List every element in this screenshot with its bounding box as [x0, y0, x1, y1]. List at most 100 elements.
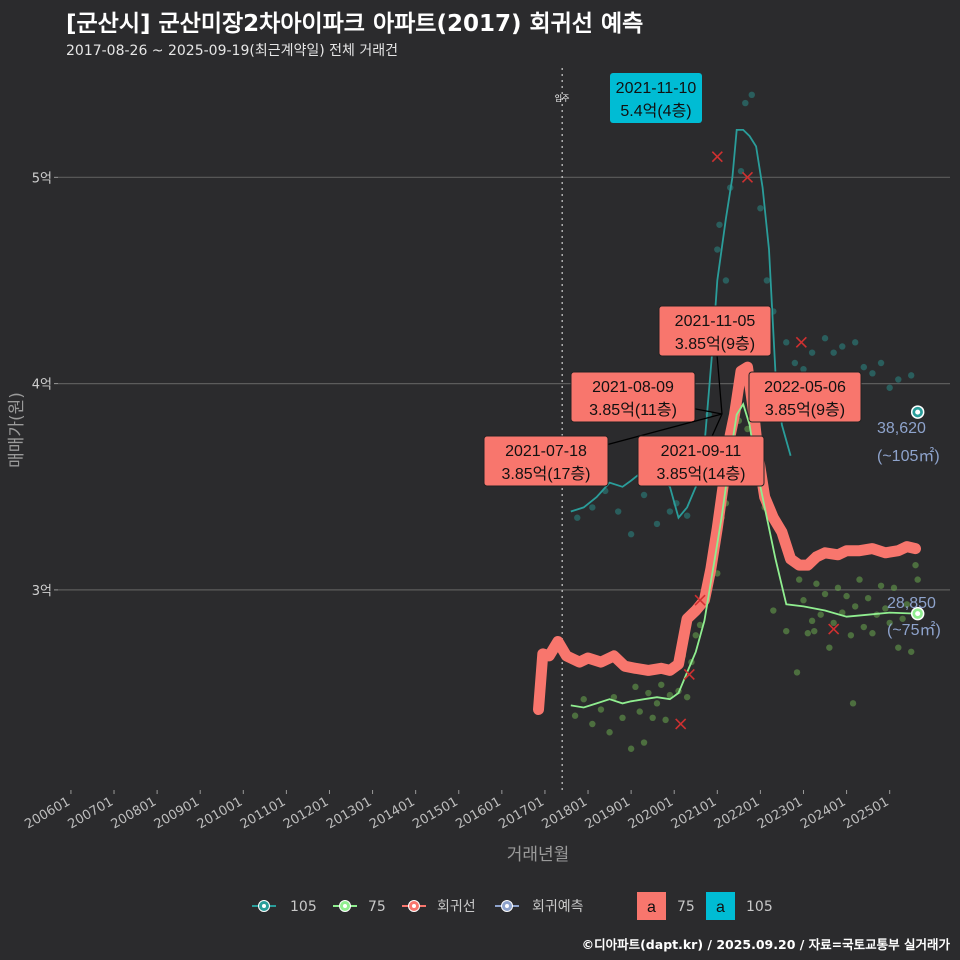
label-date: 2021-11-10: [616, 80, 697, 97]
label-box: [637, 435, 765, 487]
scatter-point-105: [666, 508, 674, 515]
scatter-point-75: [877, 582, 885, 589]
end-point-core-75: [915, 611, 921, 617]
red-x-stroke: [828, 623, 840, 635]
data-label-2022-05-06: 2022-05-06 3.85억(9층): [748, 371, 862, 423]
scatter-point-75: [692, 632, 699, 639]
data-label-2021-08-09: 2021-08-09 3.85억(11층): [570, 371, 696, 423]
move-in-line: 입주: [555, 68, 570, 790]
scatter-point-75: [886, 619, 893, 627]
end-point-core-105: [915, 409, 921, 415]
x-tick-label: 200901: [152, 794, 202, 832]
red-x-stroke: [741, 171, 754, 183]
x-tick-label: 202301: [755, 794, 805, 832]
label-date: 2021-09-11: [661, 443, 742, 460]
y-tick-label: 4억: [32, 378, 52, 393]
scatter-point-105: [574, 514, 581, 521]
x-tick-label: 202201: [712, 794, 762, 832]
scatter-point-75: [834, 584, 842, 592]
x-tick-label: 202001: [626, 794, 676, 832]
scatter-point-75: [869, 630, 876, 637]
end-value-75: 28,850: [887, 595, 936, 612]
label-value: 3.85억(14층): [656, 465, 745, 483]
x-tick-label: 201501: [410, 794, 460, 832]
scatter-point-75: [793, 669, 801, 676]
red-x-mark: [828, 623, 840, 635]
red-x-mark: [675, 718, 687, 730]
scatter-point-75: [914, 576, 921, 583]
red-x-mark: [741, 171, 754, 183]
legend-dot-core: [505, 904, 509, 908]
x-tick-label: 201701: [496, 794, 546, 832]
label-box: [748, 371, 862, 423]
scatter-point-105: [627, 531, 635, 538]
x-tick-label: 202501: [841, 794, 891, 832]
axes: 3억 4억 5억 2006012007012008012009012010012011…: [7, 171, 892, 865]
data-label-2021-11-10: 2021-11-10 5.4억(4층): [610, 73, 702, 123]
label-value: 3.85억(9층): [765, 401, 845, 419]
legend-box-label: 75: [677, 899, 695, 915]
scatter-point-105: [869, 370, 876, 377]
end-points: 38,620 (~105㎡) 28,850 (~75㎡): [877, 405, 941, 639]
x-tick-label: 201601: [453, 794, 503, 832]
scatter-point-75: [890, 584, 898, 592]
data-label-2021-11-05: 2021-11-05 3.85억(9층): [658, 305, 772, 357]
x-tick-label: 200801: [109, 794, 159, 832]
scatter-point-75: [795, 576, 803, 583]
scatter-point-75: [843, 592, 850, 600]
data-label-2021-07-18: 2021-07-18 3.85억(17층): [483, 435, 609, 487]
scatter-point-75: [856, 576, 863, 583]
x-tick-label: 201901: [583, 794, 633, 832]
scatter-point-75: [830, 619, 837, 627]
chart-title: [군산시] 군산미장2차아이파크 아파트(2017) 회귀선 예측: [66, 11, 644, 37]
label-value: 5.4억(4층): [620, 102, 691, 120]
x-tick-label: 201801: [540, 794, 590, 832]
x-tick-label: 202101: [669, 794, 719, 832]
y-axis-title: 매매가(원): [7, 392, 27, 468]
scatter-point-75: [666, 691, 674, 699]
end-area-105: (~105㎡): [877, 447, 940, 465]
scatter-point-105: [640, 491, 648, 499]
red-x-stroke: [694, 594, 706, 606]
scatter-point-105: [860, 363, 868, 371]
legend-item-75: 75: [333, 899, 386, 915]
x-tick-label: 201201: [281, 794, 331, 832]
scatter-point-105: [895, 376, 902, 383]
x-tick-label: 201001: [195, 794, 245, 832]
series-line-105: [570, 129, 792, 520]
scatter-point-75: [826, 644, 833, 651]
legend-item-reg: 회귀선: [402, 899, 476, 915]
legend: 105 75 회귀선 회귀예측 a 75 a 105: [252, 892, 773, 920]
scatter-point-105: [886, 384, 893, 391]
scatter-point-75: [683, 693, 691, 701]
scatter-point-75: [640, 739, 648, 746]
scatter-point-105: [800, 365, 807, 373]
x-tick-label: 200601: [22, 794, 72, 832]
scatter-point-75: [813, 580, 820, 587]
label-box: [610, 73, 702, 123]
source-caption: ©디아파트(dapt.kr) / 2025.09.20 / 자료=국토교통부 실…: [581, 937, 950, 952]
scatter-point-75: [847, 632, 855, 639]
scatter-point-75: [610, 693, 618, 701]
series-line-75: [570, 402, 916, 709]
scatter-point-105: [722, 277, 730, 284]
scatter-point-75: [744, 425, 751, 433]
y-tick-label: 5억: [32, 171, 52, 186]
label-date: 2021-07-18: [505, 443, 587, 460]
scatter-point-75: [864, 594, 872, 602]
scatter-point-105: [877, 359, 885, 367]
chart-subtitle: 2017-08-26 ~ 2025-09-19(최근계약일) 전체 거래건: [66, 43, 398, 59]
legend-label: 회귀선: [437, 899, 476, 915]
scatter-point-75: [851, 603, 859, 610]
scatter-point-75: [645, 689, 652, 697]
red-x-stroke: [795, 336, 807, 348]
scatter-point-105: [783, 339, 790, 346]
scatter-point-105: [748, 91, 755, 99]
scatter-point-105: [614, 508, 622, 515]
scatter-point-105: [714, 246, 721, 253]
legend-item-105: 105: [252, 899, 317, 915]
label-box: [658, 305, 772, 357]
legend-swatch-letter: a: [716, 899, 725, 916]
scatter-point-105: [791, 359, 799, 367]
